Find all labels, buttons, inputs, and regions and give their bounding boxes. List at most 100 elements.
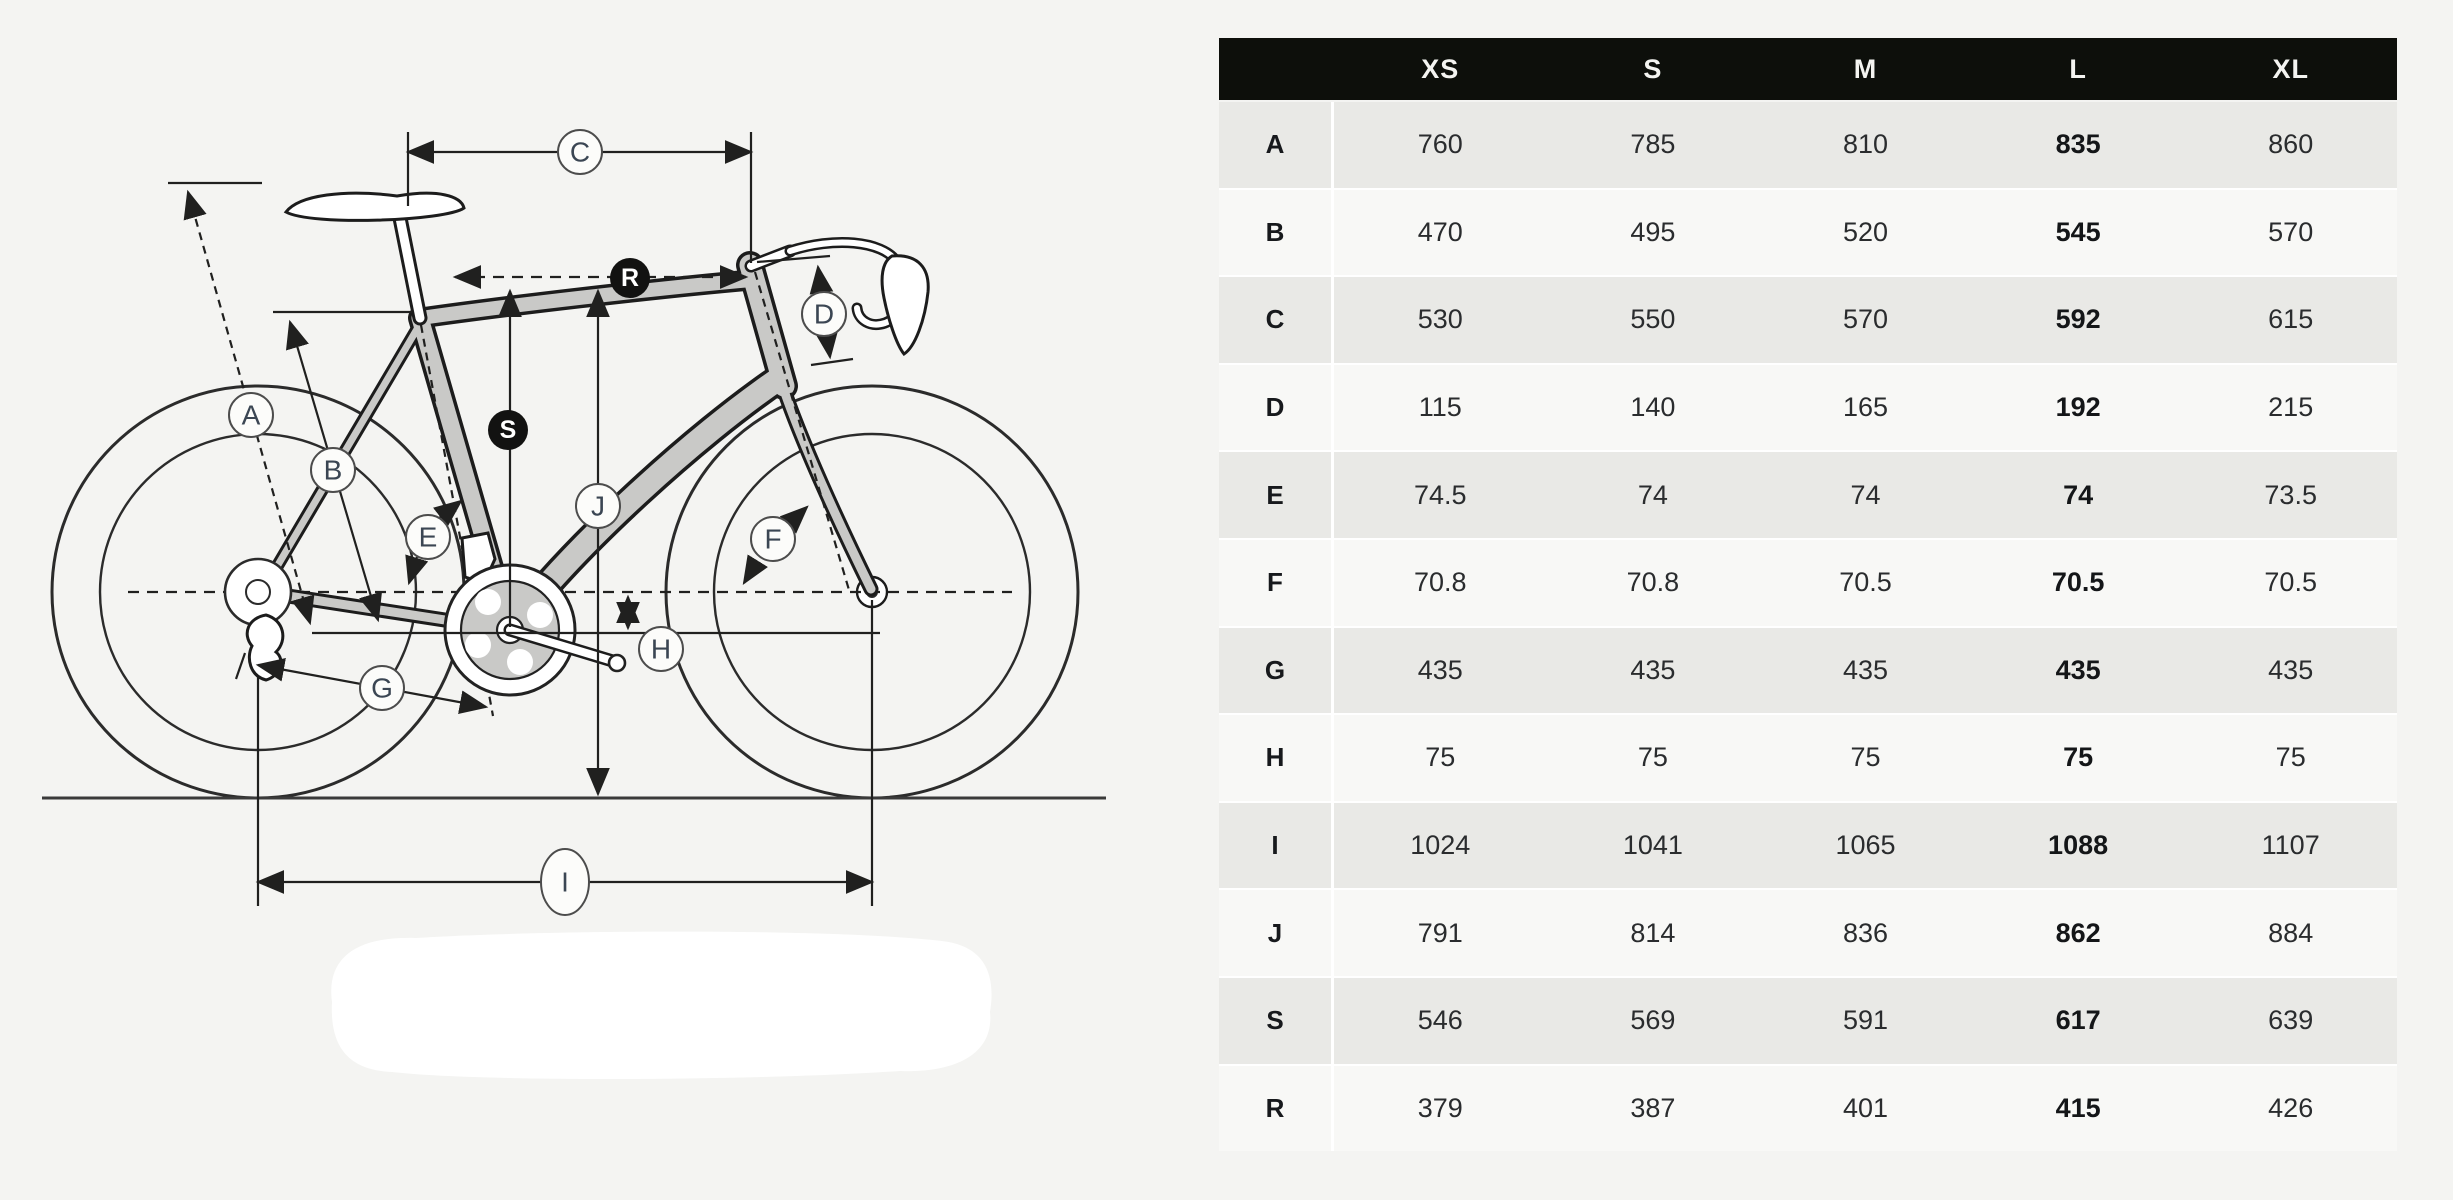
value-cell-s: 75 (1637, 742, 1668, 773)
value-cell-l: 435 (2055, 654, 2101, 685)
row-label: S (1219, 977, 1334, 1064)
table-row: C 530 550 570 592 615 (1219, 277, 2397, 363)
header-spacer-cell (1219, 38, 1334, 100)
measurement-a (168, 181, 315, 626)
value-cell-xs: 791 (1417, 917, 1463, 948)
value-cell-l: 75 (2063, 742, 2094, 773)
row-label: B (1219, 189, 1334, 276)
row-label: D (1219, 364, 1334, 451)
value-cell-xl: 70.5 (2264, 567, 2317, 598)
value-cell-xs: 435 (1417, 654, 1463, 685)
value-cell-xs: 470 (1417, 216, 1463, 247)
label-badge-a: A (228, 392, 274, 438)
value-cell-s: 387 (1630, 1092, 1676, 1123)
label-badge-c: C (557, 129, 603, 175)
value-cell-m: 165 (1842, 392, 1889, 423)
row-label: F (1219, 539, 1334, 626)
value-cell-l: 192 (2055, 392, 2101, 423)
value-cell-l: 70.5 (2051, 567, 2105, 598)
svg-text:G: G (371, 673, 393, 704)
table-row: B 470 495 520 545 570 (1219, 189, 2397, 276)
label-badge-e: E (405, 514, 451, 560)
value-cell-s: 1041 (1622, 830, 1683, 861)
value-cell-l: 592 (2055, 304, 2101, 335)
value-cell-s: 435 (1630, 654, 1676, 685)
row-label: R (1219, 1065, 1334, 1152)
label-badge-g: G (359, 665, 405, 711)
bike-geometry-diagram: A B C D E F G H (42, 129, 1106, 1080)
svg-text:R: R (621, 264, 639, 292)
value-cell-xl: 570 (2268, 216, 2314, 247)
stem (744, 244, 797, 273)
value-cell-m: 75 (1850, 742, 1881, 773)
row-label: I (1219, 802, 1334, 889)
svg-text:S: S (500, 416, 517, 444)
row-label: A (1219, 102, 1334, 188)
size-column-header-l[interactable]: L (2069, 53, 2087, 84)
value-cell-m: 520 (1842, 216, 1889, 247)
measurement-e (405, 499, 463, 586)
value-cell-m: 1065 (1835, 830, 1896, 861)
value-cell-m: 570 (1842, 304, 1889, 335)
size-column-header-m[interactable]: M (1853, 53, 1878, 84)
size-column-header-xl[interactable]: XL (2272, 53, 2309, 84)
value-cell-xl: 435 (2268, 654, 2314, 685)
measurement-f (742, 505, 809, 586)
value-cell-l: 74 (2063, 479, 2094, 510)
row-label: G (1219, 627, 1334, 714)
value-cell-xs: 70.8 (1414, 567, 1467, 598)
value-cell-m: 435 (1842, 654, 1889, 685)
value-cell-s: 495 (1630, 216, 1676, 247)
label-badge-i: I (540, 848, 590, 916)
value-cell-l: 1088 (2048, 830, 2109, 861)
size-table-body: A 760 785 810 835 860 B 470 495 520 545 570 C 530 550 5… (1219, 102, 2397, 1152)
svg-text:F: F (764, 524, 781, 555)
table-row: E 74.5 74 74 74 73.5 (1219, 452, 2397, 538)
value-cell-s: 74 (1637, 479, 1668, 510)
value-cell-s: 550 (1630, 304, 1676, 335)
svg-text:A: A (242, 400, 261, 431)
svg-text:J: J (591, 491, 605, 522)
value-cell-xs: 115 (1418, 392, 1462, 423)
label-badge-s: S (488, 410, 528, 450)
table-row: H 75 75 75 75 75 (1219, 715, 2397, 801)
value-cell-xl: 1107 (2261, 830, 2320, 861)
value-cell-s: 785 (1630, 129, 1676, 160)
label-badge-d: D (801, 291, 847, 337)
size-column-header-s[interactable]: S (1643, 53, 1663, 84)
table-row: G 435 435 435 435 435 (1219, 627, 2397, 714)
white-blob (331, 931, 992, 1080)
value-cell-xs: 379 (1417, 1092, 1463, 1123)
value-cell-xs: 1024 (1410, 830, 1471, 861)
value-cell-xl: 215 (2268, 392, 2314, 423)
table-row: D 115 140 165 192 215 (1219, 364, 2397, 451)
value-cell-l: 415 (2055, 1092, 2101, 1123)
value-cell-s: 814 (1630, 917, 1676, 948)
svg-text:B: B (324, 455, 343, 486)
value-cell-l: 617 (2055, 1005, 2101, 1036)
value-cell-s: 569 (1630, 1005, 1676, 1036)
table-row: I 1024 1041 1065 1088 1107 (1219, 802, 2397, 889)
value-cell-m: 591 (1842, 1005, 1889, 1036)
seatpost (391, 205, 428, 326)
label-badge-r: R (610, 258, 650, 298)
table-row: A 760 785 810 835 860 (1219, 102, 2397, 188)
svg-text:H: H (651, 634, 671, 665)
value-cell-xl: 426 (2268, 1092, 2314, 1123)
table-row: J 791 814 836 862 884 (1219, 890, 2397, 976)
table-row: R 379 387 401 415 426 (1219, 1065, 2397, 1152)
value-cell-m: 74 (1850, 479, 1881, 510)
value-cell-s: 140 (1630, 392, 1676, 423)
value-cell-xl: 639 (2268, 1005, 2314, 1036)
geometry-size-table: XS S M L XL A 760 785 810 835 860 B 470 495 520 545 570… (1219, 38, 2397, 1152)
size-table-header: XS S M L XL (1219, 38, 2397, 100)
svg-text:E: E (419, 522, 438, 553)
label-badge-f: F (750, 516, 796, 562)
row-label: H (1219, 715, 1334, 801)
value-cell-xl: 884 (2268, 917, 2314, 948)
size-column-header-xs[interactable]: XS (1421, 53, 1460, 84)
value-cell-xl: 73.5 (2264, 479, 2317, 510)
svg-text:I: I (561, 867, 569, 898)
value-cell-l: 545 (2055, 216, 2101, 247)
